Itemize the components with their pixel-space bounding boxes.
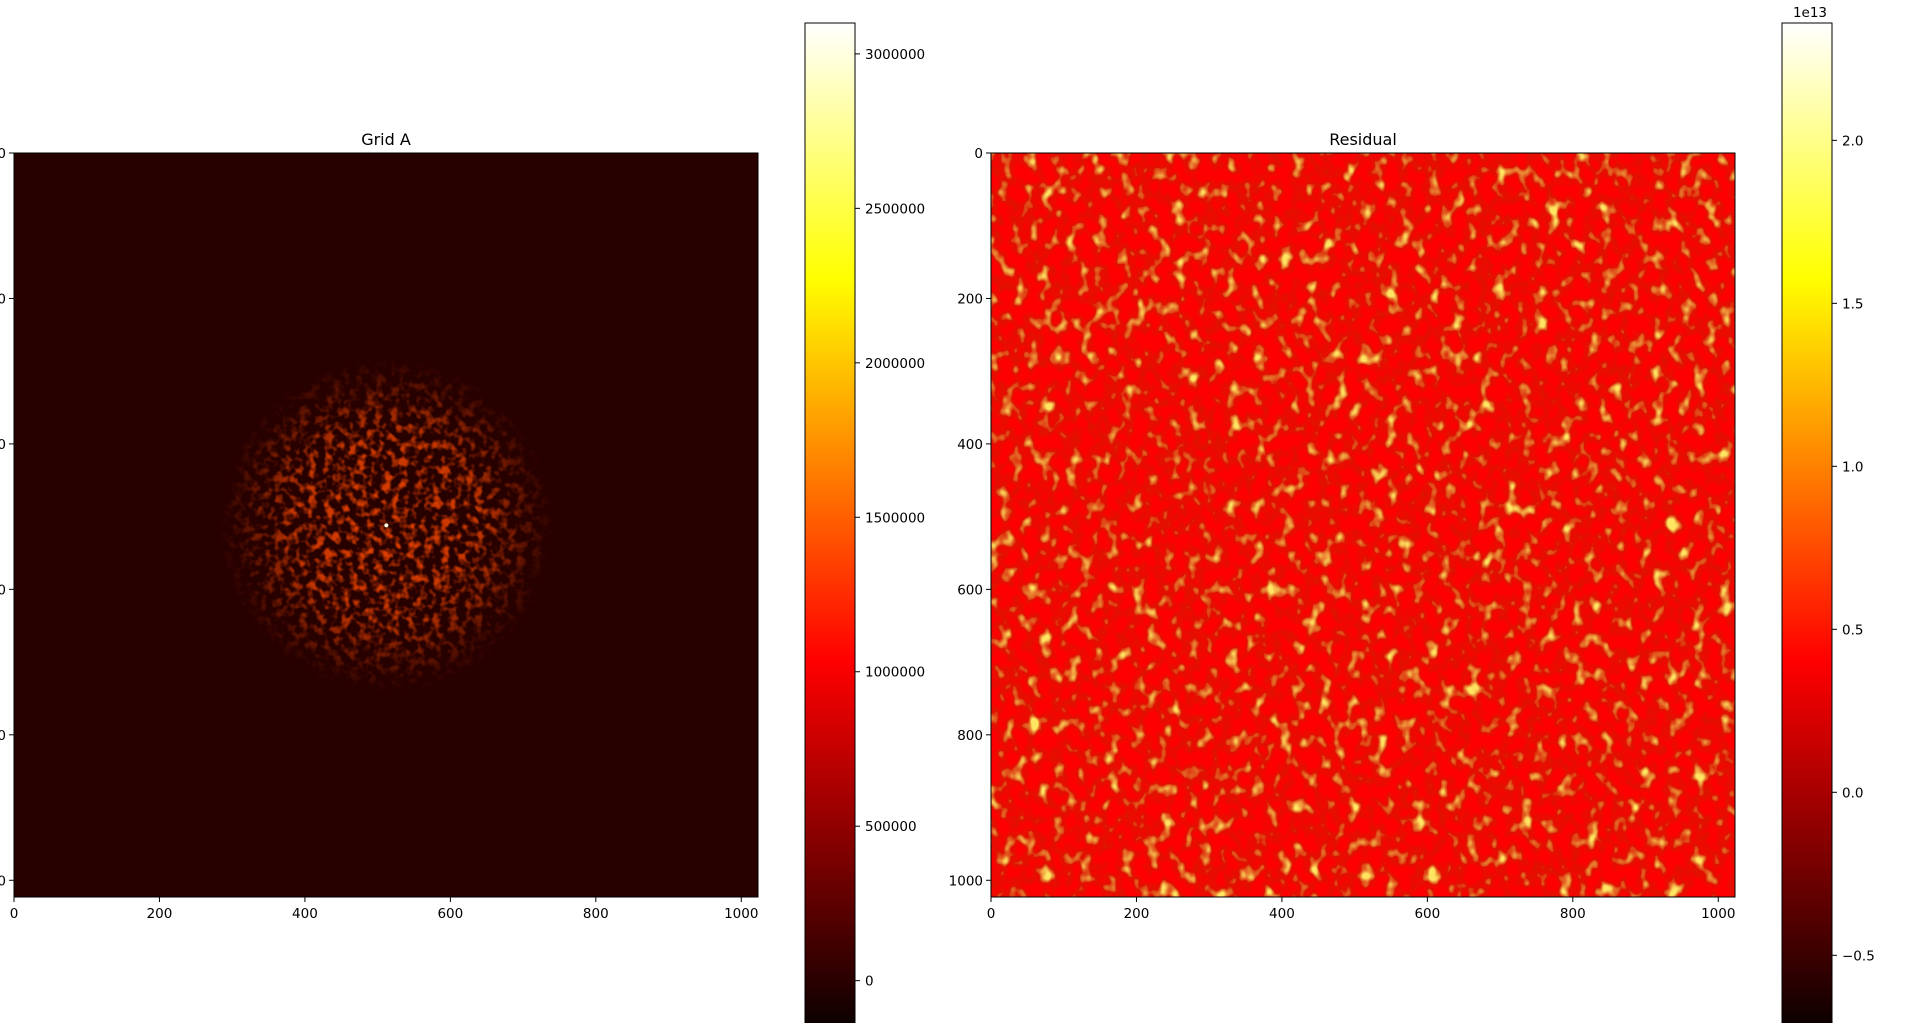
grid-a-colorbar-tick-label: 500000 xyxy=(865,819,917,835)
grid-a-colorbar-tick-label: 2500000 xyxy=(865,201,925,217)
residual-colorbar-gradient xyxy=(1781,22,1833,1023)
grid-a-panel: Grid A 0 200 400 600 800 1000 0 200 400 600 800 10… xyxy=(0,22,925,1023)
residual-image xyxy=(991,153,1735,897)
residual-colorbar-tick-label: −0.5 xyxy=(1842,948,1875,964)
grid-a-y-tick-label: 400 xyxy=(0,437,6,453)
grid-a-x-tick-label: 800 xyxy=(583,906,609,922)
residual-x-tick-label: 200 xyxy=(1124,906,1150,922)
grid-a-y-tick-label: 0 xyxy=(0,146,6,162)
grid-a-image xyxy=(14,153,758,897)
residual-y-tick-label: 600 xyxy=(957,582,983,598)
grid-a-colorbar-gradient xyxy=(804,22,856,1023)
residual-frame xyxy=(990,152,1736,898)
grid-a-colorbar-tick-label: 1000000 xyxy=(865,665,925,681)
grid-a-x-tick-label: 200 xyxy=(147,906,173,922)
grid-a-colorbar-tick-label: 2000000 xyxy=(865,356,925,372)
grid-a-y-axis: 0 200 400 600 800 1000 xyxy=(0,146,14,889)
grid-a-colorbar-tick-label: 0 xyxy=(865,974,874,990)
residual-colorbar-ticks: −0.5 0.0 0.5 1.0 1.5 2.0 xyxy=(1832,133,1875,964)
residual-x-tick-label: 600 xyxy=(1414,906,1440,922)
residual-x-tick-label: 0 xyxy=(987,906,996,922)
residual-x-axis: 0 200 400 600 800 1000 xyxy=(987,897,1735,922)
residual-x-tick-label: 400 xyxy=(1269,906,1295,922)
grid-a-title: Grid A xyxy=(361,130,411,149)
residual-y-tick-label: 800 xyxy=(957,728,983,744)
residual-y-tick-label: 0 xyxy=(974,146,983,162)
residual-x-tick-label: 800 xyxy=(1560,906,1586,922)
residual-title: Residual xyxy=(1329,130,1397,149)
grid-a-x-tick-label: 1000 xyxy=(724,906,758,922)
grid-a-colorbar-tick-label: 3000000 xyxy=(865,47,925,63)
grid-a-x-tick-label: 400 xyxy=(292,906,318,922)
residual-colorbar-tick-label: 2.0 xyxy=(1842,133,1863,149)
residual-x-tick-label: 1000 xyxy=(1701,906,1735,922)
grid-a-y-tick-label: 200 xyxy=(0,291,6,307)
grid-a-frame xyxy=(13,152,759,898)
residual-panel: Residual 0 200 400 600 800 1000 0 200 400 600 800… xyxy=(949,5,1875,1023)
residual-y-axis: 0 200 400 600 800 1000 xyxy=(949,146,991,889)
residual-y-tick-label: 1000 xyxy=(949,873,983,889)
residual-colorbar: 1e13 −0.5 0.0 0.5 1.0 1.5 2.0 xyxy=(1781,5,1875,1023)
residual-colorbar-offset-label: 1e13 xyxy=(1793,5,1827,21)
grid-a-colorbar: 0 500000 1000000 1500000 2000000 2500000 30000… xyxy=(804,22,925,1023)
grid-a-colorbar-tick-label: 1500000 xyxy=(865,510,925,526)
residual-colorbar-tick-label: 1.0 xyxy=(1842,459,1863,475)
grid-a-x-axis: 0 200 400 600 800 1000 xyxy=(10,897,758,922)
residual-y-tick-label: 400 xyxy=(957,437,983,453)
grid-a-y-tick-label: 600 xyxy=(0,582,6,598)
residual-colorbar-tick-label: 0.0 xyxy=(1842,785,1863,801)
grid-a-y-tick-label: 1000 xyxy=(0,873,6,889)
grid-a-x-tick-label: 600 xyxy=(437,906,463,922)
grid-a-colorbar-ticks: 0 500000 1000000 1500000 2000000 2500000 30000… xyxy=(855,47,925,990)
residual-colorbar-tick-label: 0.5 xyxy=(1842,622,1863,638)
grid-a-peak xyxy=(384,523,389,528)
residual-y-tick-label: 200 xyxy=(957,291,983,307)
grid-a-y-tick-label: 800 xyxy=(0,728,6,744)
residual-colorbar-tick-label: 1.5 xyxy=(1842,296,1863,312)
residual-noise xyxy=(991,153,1735,897)
grid-a-x-tick-label: 0 xyxy=(10,906,19,922)
